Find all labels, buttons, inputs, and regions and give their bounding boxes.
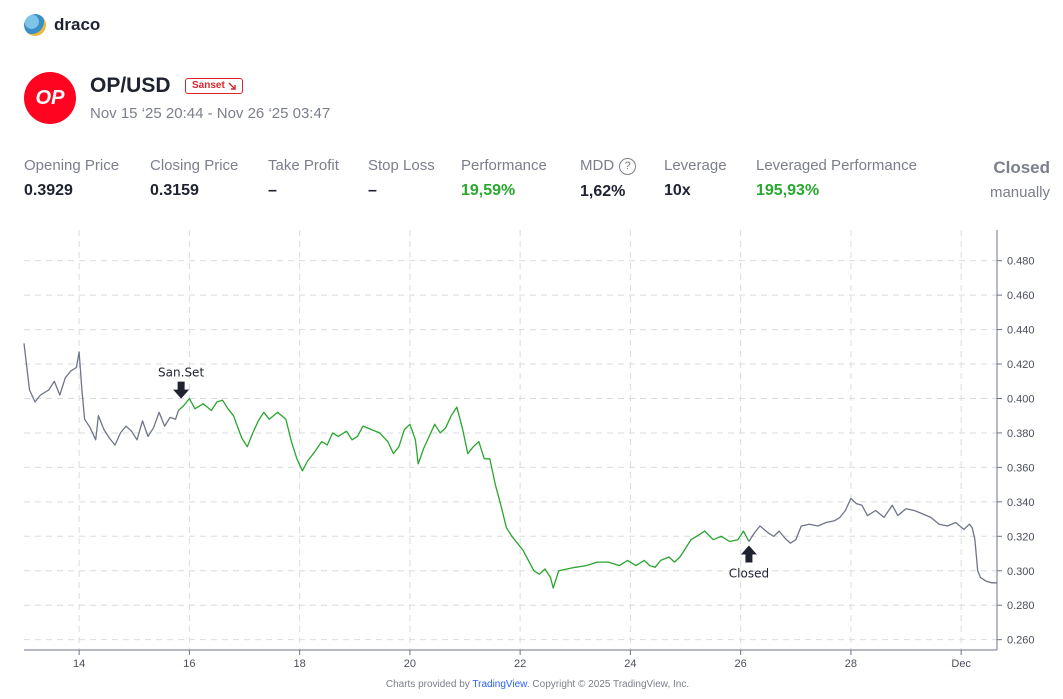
stat-value: 195,93% xyxy=(756,182,820,199)
stat-value: 0.3929 xyxy=(24,182,73,199)
y-tick-label: 0.340 xyxy=(1007,497,1035,509)
price-lines xyxy=(23,343,997,589)
y-tick-label: 0.320 xyxy=(1007,531,1035,543)
y-tick-label: 0.460 xyxy=(1007,290,1035,302)
stat-value: 0.3159 xyxy=(150,182,199,199)
badge-label: Sanset xyxy=(192,80,225,91)
attribution-suffix: . Copyright © 2025 TradingView, Inc. xyxy=(526,679,690,690)
x-tick-label: 16 xyxy=(183,658,195,670)
stat-value: 19,59% xyxy=(461,182,516,199)
stat-closing-price: Closing Price 0.3159 xyxy=(150,157,238,200)
x-tick-label: Dec xyxy=(951,658,971,670)
stat-take-profit: Take Profit – xyxy=(268,157,339,200)
y-tick-label: 0.260 xyxy=(1007,635,1035,647)
x-tick-label: 26 xyxy=(735,658,747,670)
brand-name: draco xyxy=(54,15,101,34)
op-logo-icon: OP xyxy=(24,72,76,124)
y-tick-label: 0.280 xyxy=(1007,600,1035,612)
draco-logo-icon xyxy=(24,14,46,36)
y-tick-label: 0.300 xyxy=(1007,566,1035,578)
y-tick-label: 0.440 xyxy=(1007,325,1035,337)
x-tick-label: 28 xyxy=(845,658,857,670)
x-tick-label: 24 xyxy=(624,658,636,670)
price-line-after xyxy=(748,497,997,584)
chart-attribution: Charts provided by TradingView. Copyrigh… xyxy=(0,679,1063,690)
stat-label: Performance xyxy=(461,157,547,174)
brand[interactable]: draco xyxy=(24,14,100,36)
stat-mdd: MDD? 1,62% xyxy=(580,157,637,201)
stat-label: Opening Price xyxy=(24,157,120,174)
price-line-trade xyxy=(177,397,750,589)
x-tick-label: 20 xyxy=(404,658,416,670)
annotation-label: Closed xyxy=(729,566,769,580)
status-title: Closed xyxy=(993,158,1050,177)
stat-label: Closing Price xyxy=(150,157,239,174)
annotation-label: San.Set xyxy=(158,366,204,380)
y-tick-label: 0.360 xyxy=(1007,462,1035,474)
tradingview-link[interactable]: TradingView xyxy=(472,679,527,690)
stat-value: 1,62% xyxy=(580,183,626,200)
pair-title: OP/USD xyxy=(90,74,171,97)
arrow-down-right-icon xyxy=(228,82,236,90)
stat-value: – xyxy=(368,182,377,199)
chart-annotations: San.Set Closed xyxy=(158,366,769,581)
stat-stop-loss: Stop Loss – xyxy=(368,157,435,200)
stat-label: Leverage xyxy=(664,157,727,174)
status-closed: Closed manually xyxy=(990,158,1050,201)
stat-label: MDD xyxy=(580,157,615,174)
stat-label: Take Profit xyxy=(268,157,339,174)
status-subtitle: manually xyxy=(989,184,1050,201)
arrow-down-icon xyxy=(173,381,190,399)
chart-grid xyxy=(24,230,997,650)
stat-label: Stop Loss xyxy=(368,157,435,174)
stat-leveraged-performance: Leveraged Performance 195,93% xyxy=(756,157,917,200)
stat-value: 10x xyxy=(664,182,691,199)
sanset-badge: Sanset xyxy=(185,78,243,94)
price-chart[interactable]: 0.480 0.460 0.440 0.420 0.400 0.380 0.360 0.340… xyxy=(0,230,1063,677)
y-tick-label: 0.400 xyxy=(1007,393,1035,405)
y-tick-label: 0.420 xyxy=(1007,359,1035,371)
y-tick-label: 0.380 xyxy=(1007,428,1035,440)
price-line-before xyxy=(23,343,180,446)
stat-value: – xyxy=(268,182,277,199)
question-icon[interactable]: ? xyxy=(619,158,637,175)
x-tick-label: 18 xyxy=(294,658,306,670)
stat-label: Leveraged Performance xyxy=(756,157,917,174)
chart-axes: 0.480 0.460 0.440 0.420 0.400 0.380 0.360 0.340… xyxy=(24,230,1035,670)
y-tick-label: 0.480 xyxy=(1007,256,1035,268)
attribution-prefix: Charts provided by xyxy=(385,679,473,690)
stat-opening-price: Opening Price 0.3929 xyxy=(24,157,119,200)
stat-leverage: Leverage 10x xyxy=(664,157,727,200)
stat-performance: Performance 19,59% xyxy=(461,157,547,200)
x-tick-label: 14 xyxy=(73,658,85,670)
x-tick-label: 22 xyxy=(514,658,526,670)
date-range: Nov 15 ‘25 20:44 - Nov 26 ‘25 03:47 xyxy=(90,105,331,122)
arrow-up-icon xyxy=(740,545,757,563)
